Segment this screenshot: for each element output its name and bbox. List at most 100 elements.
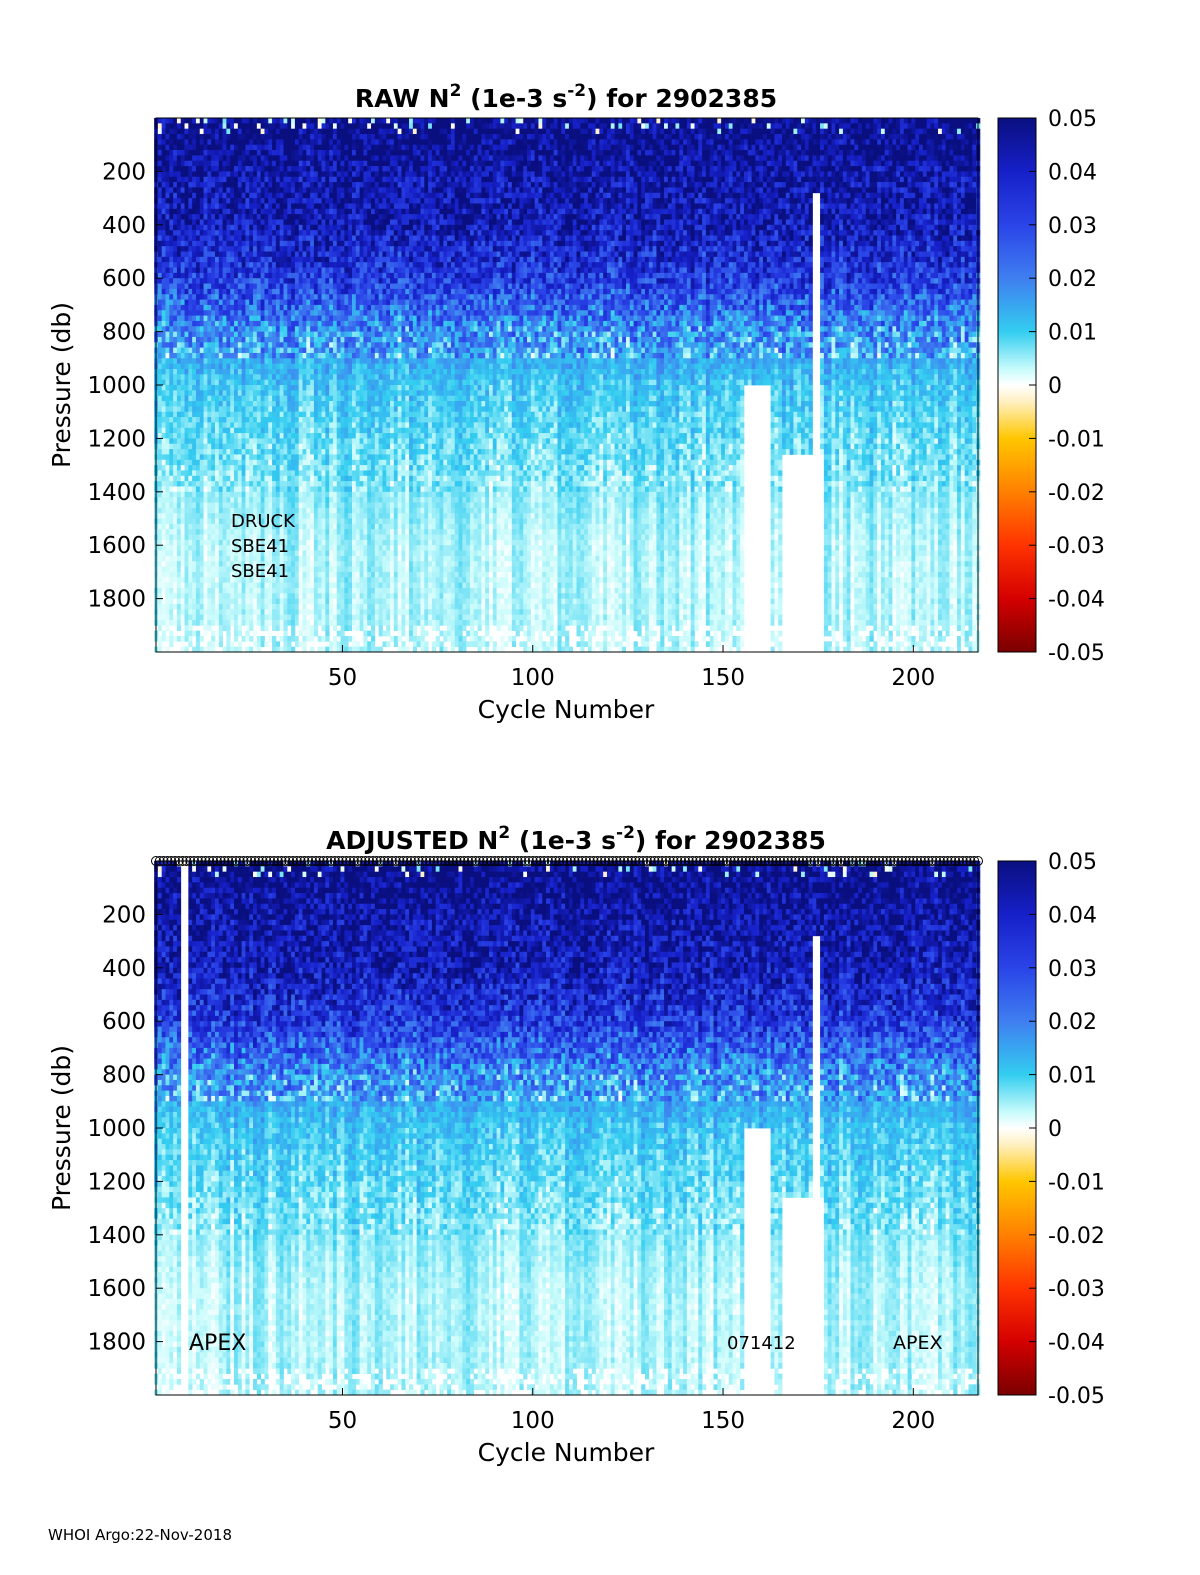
heatmap-cell xyxy=(173,273,177,279)
heatmap-cell xyxy=(264,502,268,508)
heatmap-cell xyxy=(268,444,272,450)
heatmap-cell xyxy=(173,262,177,268)
heatmap-cell xyxy=(257,235,261,241)
heatmap-cell xyxy=(215,551,219,557)
heatmap-cell xyxy=(215,454,219,460)
heatmap-cell xyxy=(249,257,253,263)
heatmap-cell xyxy=(188,417,192,423)
heatmap-cell xyxy=(245,235,249,241)
heatmap-cell xyxy=(207,551,211,557)
heatmap-cell xyxy=(276,123,280,129)
heatmap-cell xyxy=(196,545,200,551)
heatmap-cell xyxy=(173,588,177,594)
heatmap-cell xyxy=(177,604,181,610)
heatmap-cell xyxy=(181,593,185,599)
heatmap-cell xyxy=(177,412,181,418)
heatmap-cell xyxy=(181,465,185,471)
heatmap-cell xyxy=(166,502,170,508)
heatmap-cell xyxy=(257,241,261,247)
heatmap-cell xyxy=(192,219,196,225)
heatmap-cell xyxy=(283,294,287,300)
heatmap-cell xyxy=(188,353,192,359)
heatmap-cell xyxy=(234,252,238,258)
heatmap-cell xyxy=(245,252,249,258)
heatmap-cell xyxy=(162,524,166,530)
heatmap-cell xyxy=(207,246,211,252)
heatmap-cell xyxy=(219,203,223,209)
heatmap-cell xyxy=(223,486,227,492)
heatmap-cell xyxy=(173,599,177,605)
heatmap-cell xyxy=(173,476,177,482)
heatmap-cell xyxy=(257,203,261,209)
heatmap-cell xyxy=(283,123,287,129)
heatmap-cell xyxy=(230,294,234,300)
heatmap-cell xyxy=(223,577,227,583)
heatmap-cell xyxy=(268,187,272,193)
heatmap-cell xyxy=(268,305,272,311)
heatmap-cell xyxy=(215,476,219,482)
heatmap-cell xyxy=(169,145,173,151)
heatmap-cell xyxy=(185,369,189,375)
heatmap-cell xyxy=(268,502,272,508)
heatmap-cell xyxy=(166,497,170,503)
heatmap-cell xyxy=(162,278,166,284)
heatmap-cell xyxy=(245,310,249,316)
heatmap-cell xyxy=(280,273,284,279)
heatmap-cell xyxy=(173,519,177,525)
heatmap-cell xyxy=(223,161,227,167)
heatmap-cell xyxy=(242,273,246,279)
heatmap-cell xyxy=(223,502,227,508)
heatmap-cell xyxy=(261,262,265,268)
heatmap-cell xyxy=(249,139,253,145)
heatmap-cell xyxy=(181,316,185,322)
heatmap-cell xyxy=(188,166,192,172)
heatmap-cell xyxy=(169,209,173,215)
heatmap-cell xyxy=(230,262,234,268)
heatmap-cell xyxy=(234,364,238,370)
heatmap-cell xyxy=(192,476,196,482)
heatmap-cell xyxy=(162,123,166,129)
heatmap-cell xyxy=(268,460,272,466)
heatmap-cell xyxy=(192,385,196,391)
heatmap-cell xyxy=(188,310,192,316)
heatmap-cell xyxy=(245,230,249,236)
heatmap-cell xyxy=(196,481,200,487)
heatmap-cell xyxy=(200,235,204,241)
heatmap-cell xyxy=(185,502,189,508)
heatmap-cell xyxy=(166,513,170,519)
heatmap-cell xyxy=(200,636,204,642)
heatmap-cell xyxy=(238,342,242,348)
heatmap-cell xyxy=(280,252,284,258)
heatmap-cell xyxy=(215,342,219,348)
heatmap-cell xyxy=(268,358,272,364)
heatmap-cell xyxy=(192,294,196,300)
heatmap-cell xyxy=(204,444,208,450)
heatmap-cell xyxy=(188,535,192,541)
heatmap-cell xyxy=(249,262,253,268)
heatmap-cell xyxy=(169,422,173,428)
heatmap-cell xyxy=(280,502,284,508)
heatmap-cell xyxy=(207,444,211,450)
heatmap-cell xyxy=(173,337,177,343)
heatmap-cell xyxy=(177,615,181,621)
heatmap-cell xyxy=(181,599,185,605)
heatmap-cell xyxy=(253,219,257,225)
heatmap-cell xyxy=(261,246,265,252)
heatmap-cell xyxy=(173,225,177,231)
heatmap-cell xyxy=(200,219,204,225)
heatmap-cell xyxy=(215,257,219,263)
heatmap-cell xyxy=(204,198,208,204)
heatmap-cell xyxy=(177,593,181,599)
heatmap-cell xyxy=(219,380,223,386)
heatmap-cell xyxy=(192,497,196,503)
heatmap-cell xyxy=(245,118,249,124)
heatmap-cell xyxy=(234,198,238,204)
heatmap-cell xyxy=(245,428,249,434)
heatmap-cell xyxy=(192,513,196,519)
heatmap-cell xyxy=(253,332,257,338)
heatmap-cell xyxy=(215,460,219,466)
heatmap-cell xyxy=(280,593,284,599)
heatmap-cell xyxy=(264,166,268,172)
heatmap-cell xyxy=(173,561,177,567)
heatmap-cell xyxy=(196,540,200,546)
